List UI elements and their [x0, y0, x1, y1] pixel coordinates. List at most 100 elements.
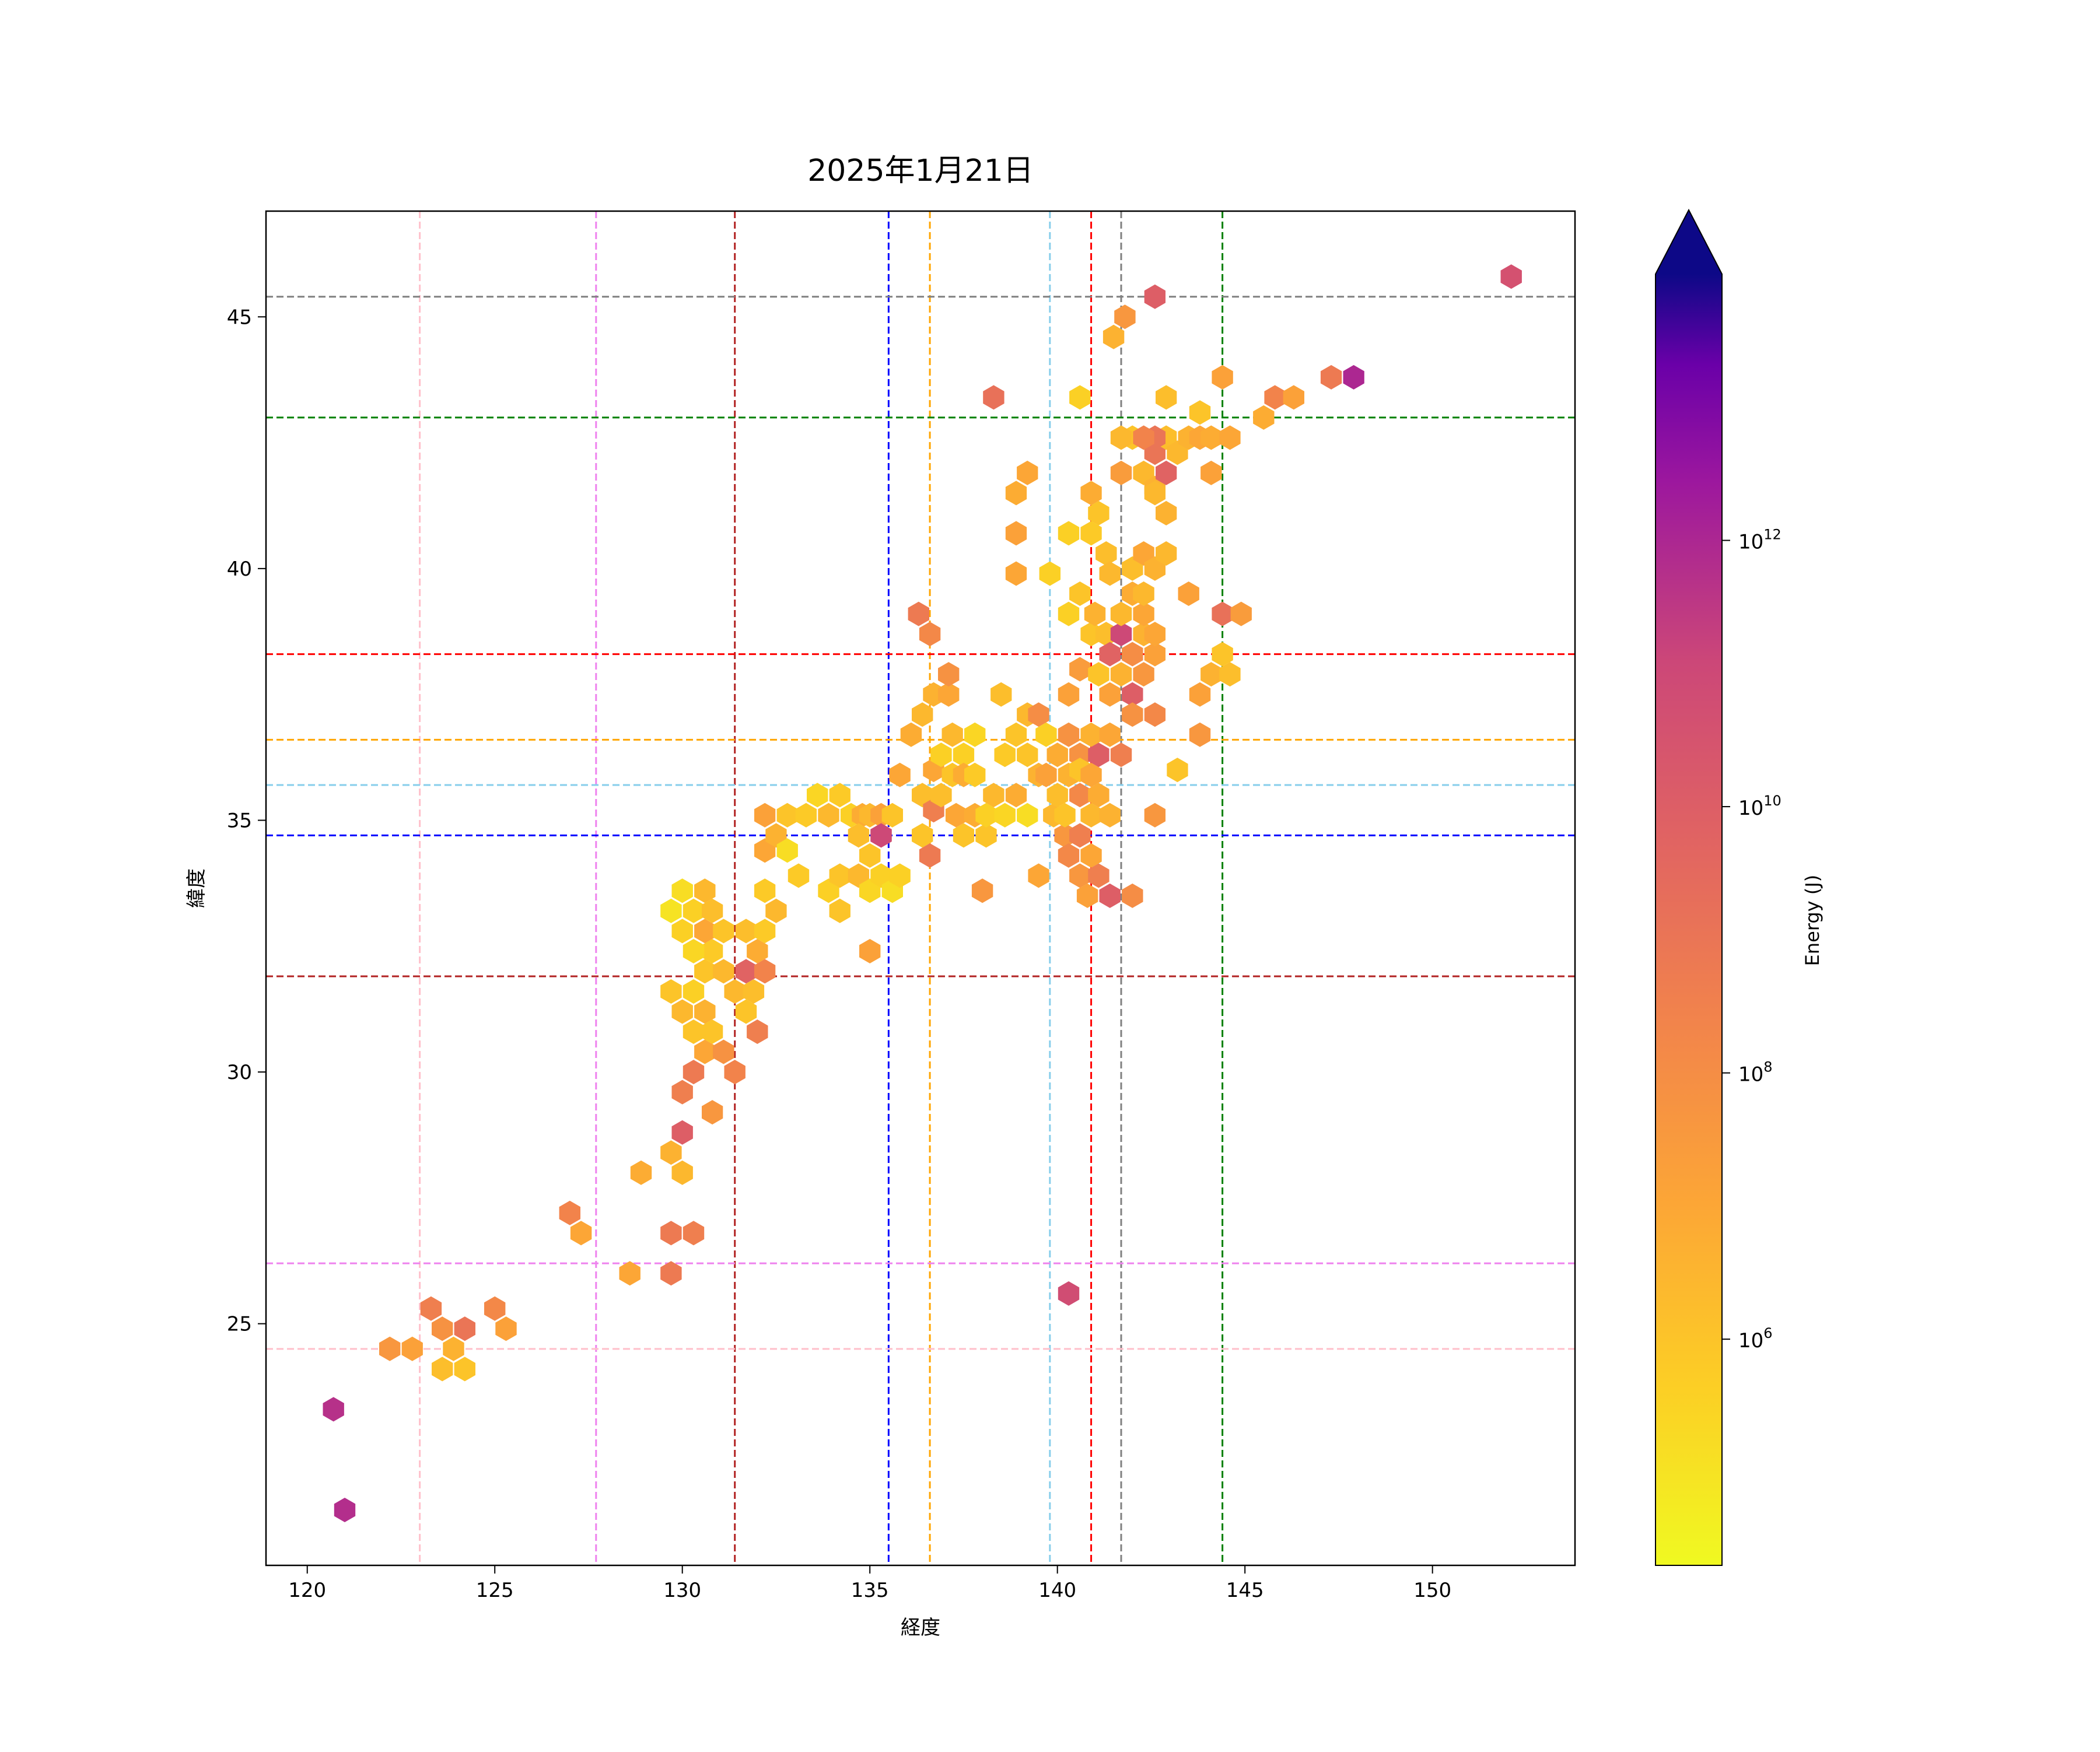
hex-cell [1144, 803, 1166, 828]
hex-cell [975, 823, 997, 848]
hex-cell [694, 1039, 716, 1064]
hex-cell [660, 1140, 682, 1165]
hex-cell [702, 1019, 723, 1044]
hex-cell [1080, 843, 1102, 868]
x-tick-label: 145 [1226, 1579, 1264, 1602]
hex-cell [1058, 722, 1080, 747]
colorbar-label: Energy (J) [1801, 875, 1824, 966]
hex-cell [964, 762, 986, 787]
hex-cell [735, 959, 757, 984]
hex-cell [1088, 783, 1110, 808]
hex-cell [1099, 642, 1121, 667]
hex-cell [1156, 460, 1177, 485]
hex-cell [953, 823, 975, 848]
hex-cell [1343, 365, 1364, 390]
hex-cell [848, 863, 870, 888]
hex-cell [1005, 722, 1027, 747]
hex-cell [983, 385, 1005, 410]
hex-cell [1080, 521, 1102, 546]
hex-cell [1102, 324, 1125, 349]
hex-cell [1005, 783, 1027, 808]
colorbar: 106 108 1010 1012 Energy (J) [1655, 208, 1824, 1566]
hex-cell [971, 878, 993, 903]
hex-cell [1144, 622, 1166, 647]
hex-cell [1058, 1281, 1080, 1306]
y-axis-label: 緯度 [185, 868, 208, 908]
hex-cell [1035, 762, 1057, 787]
hex-cell [1200, 425, 1222, 450]
hex-cell [1017, 460, 1038, 485]
hex-cell [682, 938, 705, 963]
hex-cell [859, 878, 881, 903]
hex-cell [1088, 500, 1110, 525]
hex-cell [1122, 682, 1143, 707]
hex-cell [754, 838, 776, 863]
hex-cell [660, 1261, 682, 1286]
hex-cell [848, 823, 870, 848]
hex-cell [682, 1060, 705, 1085]
hex-cell [1110, 742, 1132, 768]
hex-cell [1144, 642, 1166, 667]
hexbin-cells [323, 264, 1522, 1522]
hex-cell [1114, 304, 1136, 330]
hex-cell [994, 803, 1016, 828]
hex-cell [1028, 863, 1049, 888]
hex-cell [1069, 581, 1091, 606]
hex-cell [1017, 742, 1038, 768]
hex-cell [818, 878, 839, 903]
hex-cell [964, 722, 986, 747]
x-tick-label: 150 [1413, 1579, 1451, 1602]
hex-cell [1212, 601, 1233, 626]
hex-cell [401, 1336, 423, 1361]
colorbar-gradient [1656, 274, 1722, 1565]
hex-cell [1133, 601, 1154, 626]
hex-cell [870, 823, 892, 848]
hex-cell [1189, 682, 1211, 707]
y-tick-label: 35 [227, 809, 252, 832]
hex-cell [724, 979, 746, 1004]
hex-cell [323, 1397, 344, 1422]
hex-cell [671, 878, 693, 903]
hex-cell [702, 1100, 723, 1125]
hex-cell [1005, 561, 1027, 586]
hex-cell [1110, 460, 1132, 485]
hex-cell [1080, 762, 1102, 787]
y-tick-label: 25 [227, 1313, 252, 1336]
hex-cell [1099, 561, 1121, 586]
hex-cell [694, 919, 716, 944]
hex-cell [1076, 883, 1098, 908]
hex-cell [379, 1336, 401, 1361]
hex-cell [671, 1120, 693, 1145]
hex-cell [754, 803, 776, 828]
hex-cell [1005, 521, 1027, 546]
hex-cell [1253, 405, 1275, 430]
hex-cell [919, 843, 941, 868]
hex-cell [765, 898, 787, 923]
hex-cell [1189, 722, 1211, 747]
hex-cell [1122, 642, 1143, 667]
hex-cell [570, 1221, 592, 1246]
hex-cell [671, 1080, 693, 1105]
hex-cell [795, 803, 817, 828]
y-tick-label: 45 [227, 306, 252, 329]
hex-cell [1058, 682, 1080, 707]
hex-cell [1099, 682, 1121, 707]
hex-cell [559, 1200, 580, 1225]
hex-cell [1039, 561, 1060, 586]
hex-cell [912, 823, 933, 848]
hex-cell [747, 1019, 768, 1044]
hex-cell [1069, 657, 1091, 682]
hex-cell [660, 979, 682, 1004]
hex-cell [1219, 425, 1241, 450]
hex-cell [1088, 662, 1110, 687]
hex-cell [765, 823, 787, 848]
hex-cell [619, 1261, 640, 1286]
hex-cell [747, 938, 768, 963]
hex-cell [1099, 883, 1121, 908]
hex-cell [671, 1160, 693, 1185]
hex-cell [1156, 385, 1177, 410]
colorbar-tick-label: 108 [1738, 1059, 1773, 1087]
hex-cell [1058, 601, 1080, 626]
x-tick-label: 140 [1038, 1579, 1076, 1602]
hex-cell [1283, 385, 1304, 410]
